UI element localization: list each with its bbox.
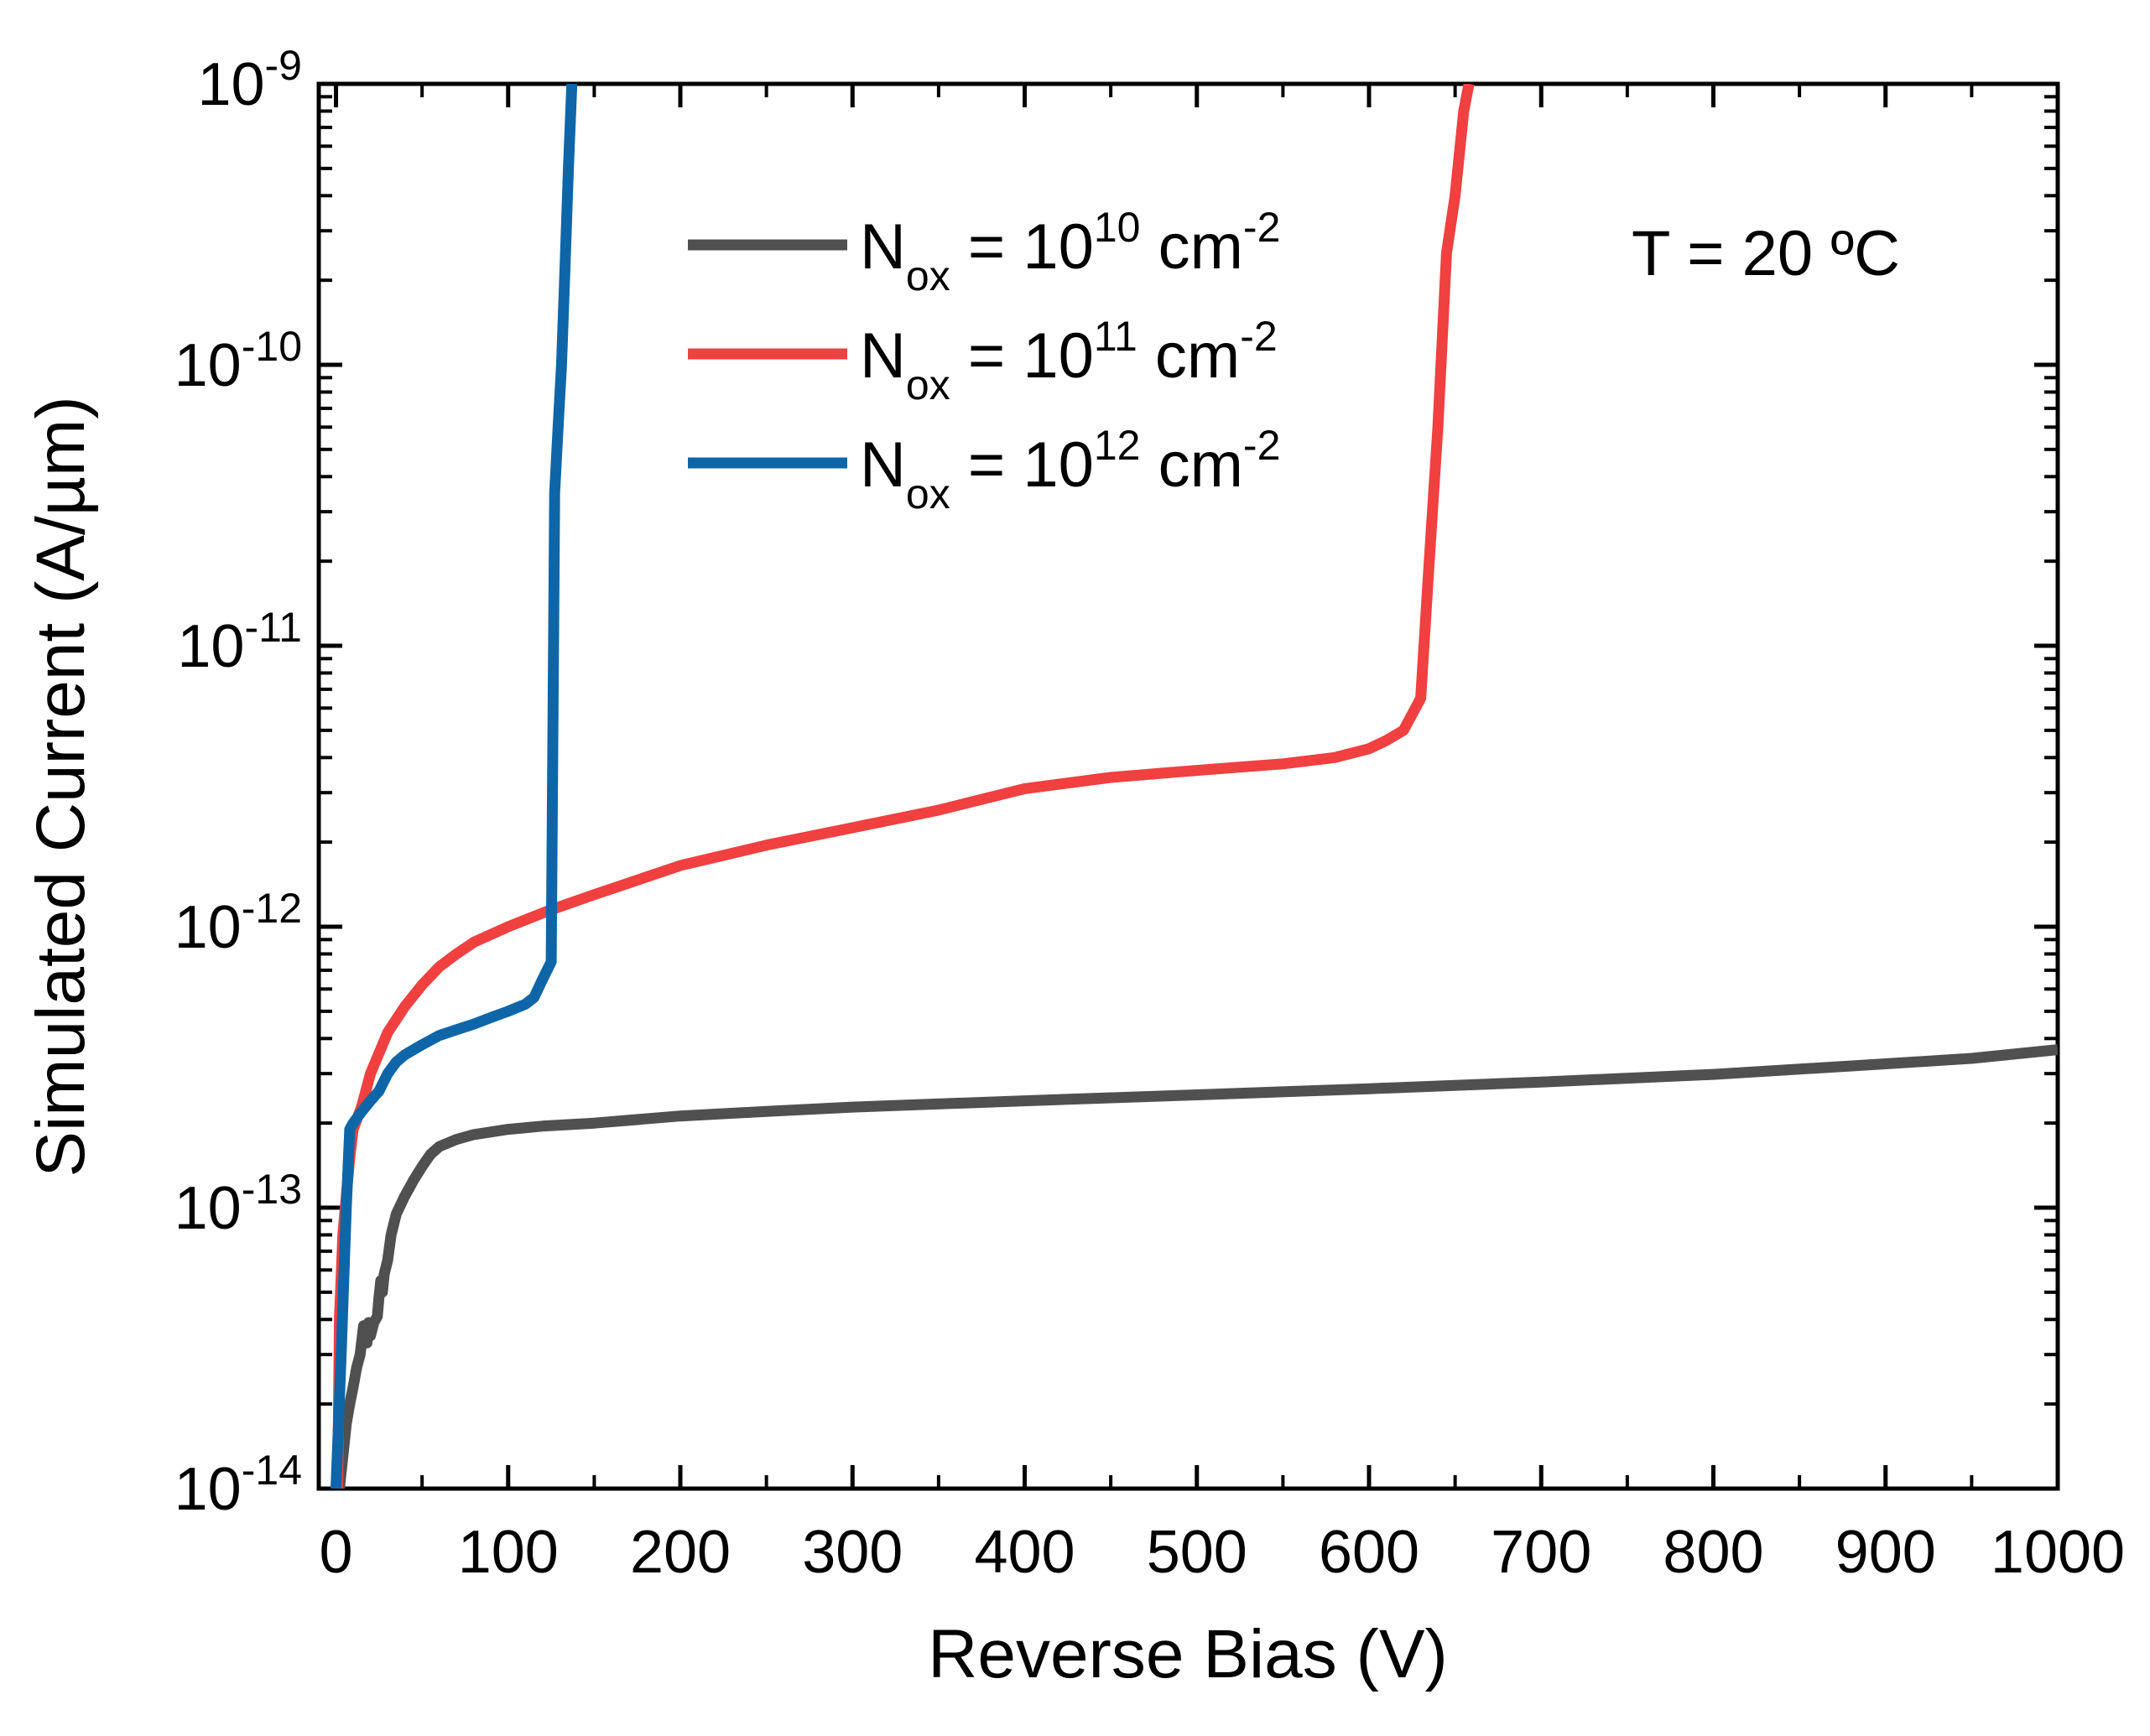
legend-label-3: Nox = 1012 cm-2 [860,422,1280,517]
x-tick-label: 400 [974,1519,1075,1586]
series-line-1 [334,1044,2058,1489]
legend-label-2: Nox = 1011 cm-2 [860,313,1278,408]
x-tick-label: 0 [320,1519,353,1586]
series-layer [331,84,2058,1489]
plot-area-frame [316,81,2060,1491]
y-tick-label: 10-13 [174,1166,302,1242]
series-line-3 [331,84,578,1489]
y-tick-labels: 10-14 10-13 10-12 10-11 10-10 10-9 [174,42,302,1523]
x-tick-label: 200 [630,1519,731,1586]
x-tick-label: 600 [1319,1519,1419,1586]
y-tick-label: 10-10 [174,323,302,399]
axis-ticks [319,81,2060,1491]
temperature-annotation: T = 20 ºC [1632,218,1900,289]
x-axis-title: Reverse Bias (V) [928,1616,1448,1692]
y-tick-label: 10-9 [197,42,302,118]
x-tick-label: 700 [1491,1519,1591,1586]
y-axis-title: Simulated Current (A/µm) [23,396,99,1177]
x-tick-labels: 0 100 200 300 400 500 600 700 800 900 1000 [320,1519,2126,1586]
y-tick-label: 10-14 [174,1447,302,1523]
y-tick-label: 10-11 [177,604,302,680]
y-tick-label: 10-12 [174,885,302,961]
x-tick-label: 300 [802,1519,903,1586]
x-tick-label: 900 [1835,1519,1936,1586]
x-tick-label: 100 [458,1519,559,1586]
x-tick-label: 800 [1663,1519,1763,1586]
x-tick-label: 1000 [1991,1519,2125,1586]
legend-label-1: Nox = 1010 cm-2 [860,204,1280,299]
x-tick-label: 500 [1147,1519,1247,1586]
legend: Nox = 1010 cm-2 Nox = 1011 cm-2 Nox = 1012… [688,204,1280,517]
